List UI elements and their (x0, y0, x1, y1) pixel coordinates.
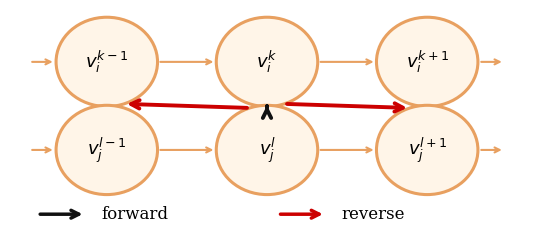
Ellipse shape (376, 105, 478, 195)
Text: $v_j^{l+1}$: $v_j^{l+1}$ (407, 135, 447, 165)
Ellipse shape (376, 17, 478, 107)
Ellipse shape (216, 17, 318, 107)
Ellipse shape (56, 17, 158, 107)
Text: $v_j^{l}$: $v_j^{l}$ (258, 135, 276, 165)
Ellipse shape (216, 105, 318, 195)
Text: $v_i^{k+1}$: $v_i^{k+1}$ (406, 49, 449, 75)
Text: $v_i^{k-1}$: $v_i^{k-1}$ (85, 49, 128, 75)
Text: $v_j^{l-1}$: $v_j^{l-1}$ (87, 135, 127, 165)
Text: reverse: reverse (342, 206, 405, 223)
Ellipse shape (56, 105, 158, 195)
Text: forward: forward (101, 206, 168, 223)
Text: $v_i^{k}$: $v_i^{k}$ (256, 49, 278, 75)
